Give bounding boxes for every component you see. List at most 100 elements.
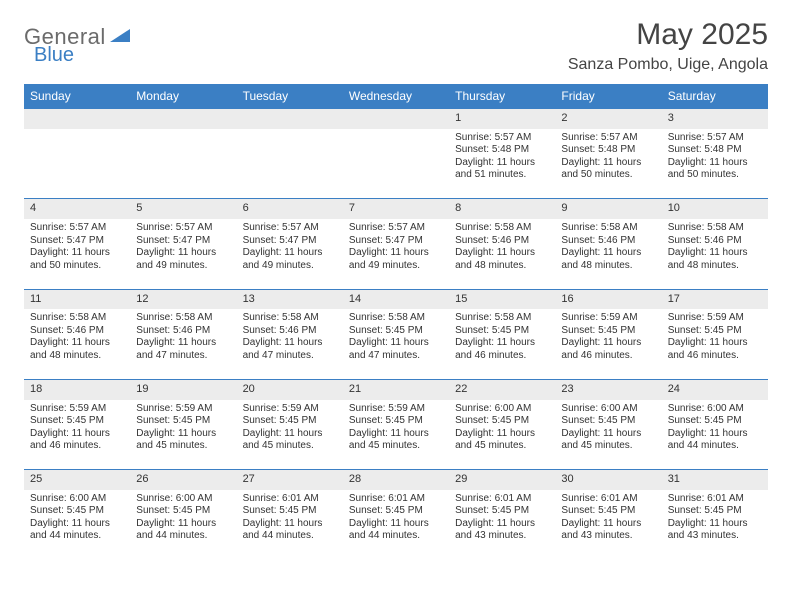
empty-day-number <box>130 109 236 129</box>
day-detail: Sunrise: 5:57 AMSunset: 5:47 PMDaylight:… <box>343 219 449 289</box>
day-detail-row: Sunrise: 5:59 AMSunset: 5:45 PMDaylight:… <box>24 400 768 470</box>
day-number: 27 <box>237 470 343 490</box>
day-number: 28 <box>343 470 449 490</box>
day-number: 20 <box>237 379 343 399</box>
daylight-line: Daylight: 11 hours and 49 minutes. <box>136 247 230 272</box>
daylight-line: Daylight: 11 hours and 45 minutes. <box>349 428 443 453</box>
sunset-line: Sunset: 5:45 PM <box>668 505 762 518</box>
day-number: 7 <box>343 199 449 219</box>
day-detail: Sunrise: 5:57 AMSunset: 5:47 PMDaylight:… <box>24 219 130 289</box>
empty-day-number <box>343 109 449 129</box>
sunset-line: Sunset: 5:45 PM <box>455 415 549 428</box>
day-number: 25 <box>24 470 130 490</box>
daylight-line: Daylight: 11 hours and 45 minutes. <box>243 428 337 453</box>
daylight-line: Daylight: 11 hours and 45 minutes. <box>455 428 549 453</box>
daylight-line: Daylight: 11 hours and 47 minutes. <box>349 337 443 362</box>
day-detail: Sunrise: 6:01 AMSunset: 5:45 PMDaylight:… <box>449 490 555 560</box>
sunrise-line: Sunrise: 5:58 AM <box>30 312 124 325</box>
sunrise-line: Sunrise: 5:58 AM <box>136 312 230 325</box>
sunrise-line: Sunrise: 6:01 AM <box>349 493 443 506</box>
day-detail: Sunrise: 5:57 AMSunset: 5:48 PMDaylight:… <box>555 129 661 199</box>
daylight-line: Daylight: 11 hours and 47 minutes. <box>243 337 337 362</box>
day-detail: Sunrise: 5:58 AMSunset: 5:46 PMDaylight:… <box>449 219 555 289</box>
day-detail: Sunrise: 6:00 AMSunset: 5:45 PMDaylight:… <box>130 490 236 560</box>
day-detail: Sunrise: 6:01 AMSunset: 5:45 PMDaylight:… <box>237 490 343 560</box>
sunrise-line: Sunrise: 6:01 AM <box>455 493 549 506</box>
sunrise-line: Sunrise: 5:57 AM <box>455 132 549 145</box>
header: General May 2025 Sanza Pombo, Uige, Ango… <box>24 18 768 74</box>
day-number: 1 <box>449 109 555 129</box>
day-detail: Sunrise: 5:57 AMSunset: 5:48 PMDaylight:… <box>449 129 555 199</box>
sunset-line: Sunset: 5:46 PM <box>668 235 762 248</box>
day-number: 15 <box>449 289 555 309</box>
daylight-line: Daylight: 11 hours and 43 minutes. <box>455 518 549 543</box>
sunrise-line: Sunrise: 5:58 AM <box>455 222 549 235</box>
day-number: 10 <box>662 199 768 219</box>
day-detail: Sunrise: 6:00 AMSunset: 5:45 PMDaylight:… <box>449 400 555 470</box>
sunset-line: Sunset: 5:47 PM <box>243 235 337 248</box>
sunset-line: Sunset: 5:45 PM <box>349 325 443 338</box>
sunrise-line: Sunrise: 6:01 AM <box>561 493 655 506</box>
calendar-body: 123Sunrise: 5:57 AMSunset: 5:48 PMDaylig… <box>24 109 768 560</box>
sunset-line: Sunset: 5:45 PM <box>455 505 549 518</box>
daylight-line: Daylight: 11 hours and 48 minutes. <box>455 247 549 272</box>
weekday-header: Tuesday <box>237 84 343 109</box>
day-number: 12 <box>130 289 236 309</box>
day-number: 2 <box>555 109 661 129</box>
day-detail-row: Sunrise: 5:57 AMSunset: 5:48 PMDaylight:… <box>24 129 768 199</box>
weekday-header: Wednesday <box>343 84 449 109</box>
sunset-line: Sunset: 5:46 PM <box>243 325 337 338</box>
empty-day-detail <box>237 129 343 199</box>
sunset-line: Sunset: 5:46 PM <box>561 235 655 248</box>
sunset-line: Sunset: 5:46 PM <box>30 325 124 338</box>
day-detail: Sunrise: 5:59 AMSunset: 5:45 PMDaylight:… <box>343 400 449 470</box>
daylight-line: Daylight: 11 hours and 44 minutes. <box>30 518 124 543</box>
day-number-row: 45678910 <box>24 199 768 219</box>
day-number: 22 <box>449 379 555 399</box>
sunset-line: Sunset: 5:45 PM <box>668 325 762 338</box>
day-detail: Sunrise: 5:58 AMSunset: 5:45 PMDaylight:… <box>343 309 449 379</box>
day-number: 5 <box>130 199 236 219</box>
day-detail: Sunrise: 6:01 AMSunset: 5:45 PMDaylight:… <box>662 490 768 560</box>
sunset-line: Sunset: 5:45 PM <box>243 505 337 518</box>
daylight-line: Daylight: 11 hours and 46 minutes. <box>561 337 655 362</box>
calendar-head: SundayMondayTuesdayWednesdayThursdayFrid… <box>24 84 768 109</box>
sunrise-line: Sunrise: 6:00 AM <box>136 493 230 506</box>
sunset-line: Sunset: 5:45 PM <box>30 415 124 428</box>
title-block: May 2025 Sanza Pombo, Uige, Angola <box>568 18 768 74</box>
day-detail-row: Sunrise: 5:57 AMSunset: 5:47 PMDaylight:… <box>24 219 768 289</box>
weekday-header: Friday <box>555 84 661 109</box>
day-number-row: 18192021222324 <box>24 379 768 399</box>
daylight-line: Daylight: 11 hours and 50 minutes. <box>668 157 762 182</box>
empty-day-number <box>24 109 130 129</box>
day-number: 29 <box>449 470 555 490</box>
sunrise-line: Sunrise: 5:59 AM <box>349 403 443 416</box>
brand-part2: Blue <box>34 44 74 67</box>
daylight-line: Daylight: 11 hours and 44 minutes. <box>349 518 443 543</box>
day-number: 16 <box>555 289 661 309</box>
daylight-line: Daylight: 11 hours and 44 minutes. <box>136 518 230 543</box>
daylight-line: Daylight: 11 hours and 45 minutes. <box>561 428 655 453</box>
day-detail: Sunrise: 5:59 AMSunset: 5:45 PMDaylight:… <box>237 400 343 470</box>
sunrise-line: Sunrise: 5:58 AM <box>243 312 337 325</box>
sunset-line: Sunset: 5:45 PM <box>30 505 124 518</box>
sunset-line: Sunset: 5:48 PM <box>455 144 549 157</box>
sunset-line: Sunset: 5:45 PM <box>136 505 230 518</box>
sunset-line: Sunset: 5:45 PM <box>561 505 655 518</box>
daylight-line: Daylight: 11 hours and 47 minutes. <box>136 337 230 362</box>
sunrise-line: Sunrise: 5:57 AM <box>668 132 762 145</box>
day-number: 3 <box>662 109 768 129</box>
weekday-header: Monday <box>130 84 236 109</box>
day-detail: Sunrise: 5:58 AMSunset: 5:46 PMDaylight:… <box>130 309 236 379</box>
weekday-header: Sunday <box>24 84 130 109</box>
empty-day-detail <box>24 129 130 199</box>
day-detail-row: Sunrise: 5:58 AMSunset: 5:46 PMDaylight:… <box>24 309 768 379</box>
day-number-row: 11121314151617 <box>24 289 768 309</box>
sunset-line: Sunset: 5:47 PM <box>136 235 230 248</box>
day-detail: Sunrise: 5:59 AMSunset: 5:45 PMDaylight:… <box>555 309 661 379</box>
day-number: 13 <box>237 289 343 309</box>
sunset-line: Sunset: 5:45 PM <box>668 415 762 428</box>
brand-triangle-icon <box>110 27 130 48</box>
sunrise-line: Sunrise: 5:57 AM <box>136 222 230 235</box>
day-detail: Sunrise: 6:00 AMSunset: 5:45 PMDaylight:… <box>555 400 661 470</box>
